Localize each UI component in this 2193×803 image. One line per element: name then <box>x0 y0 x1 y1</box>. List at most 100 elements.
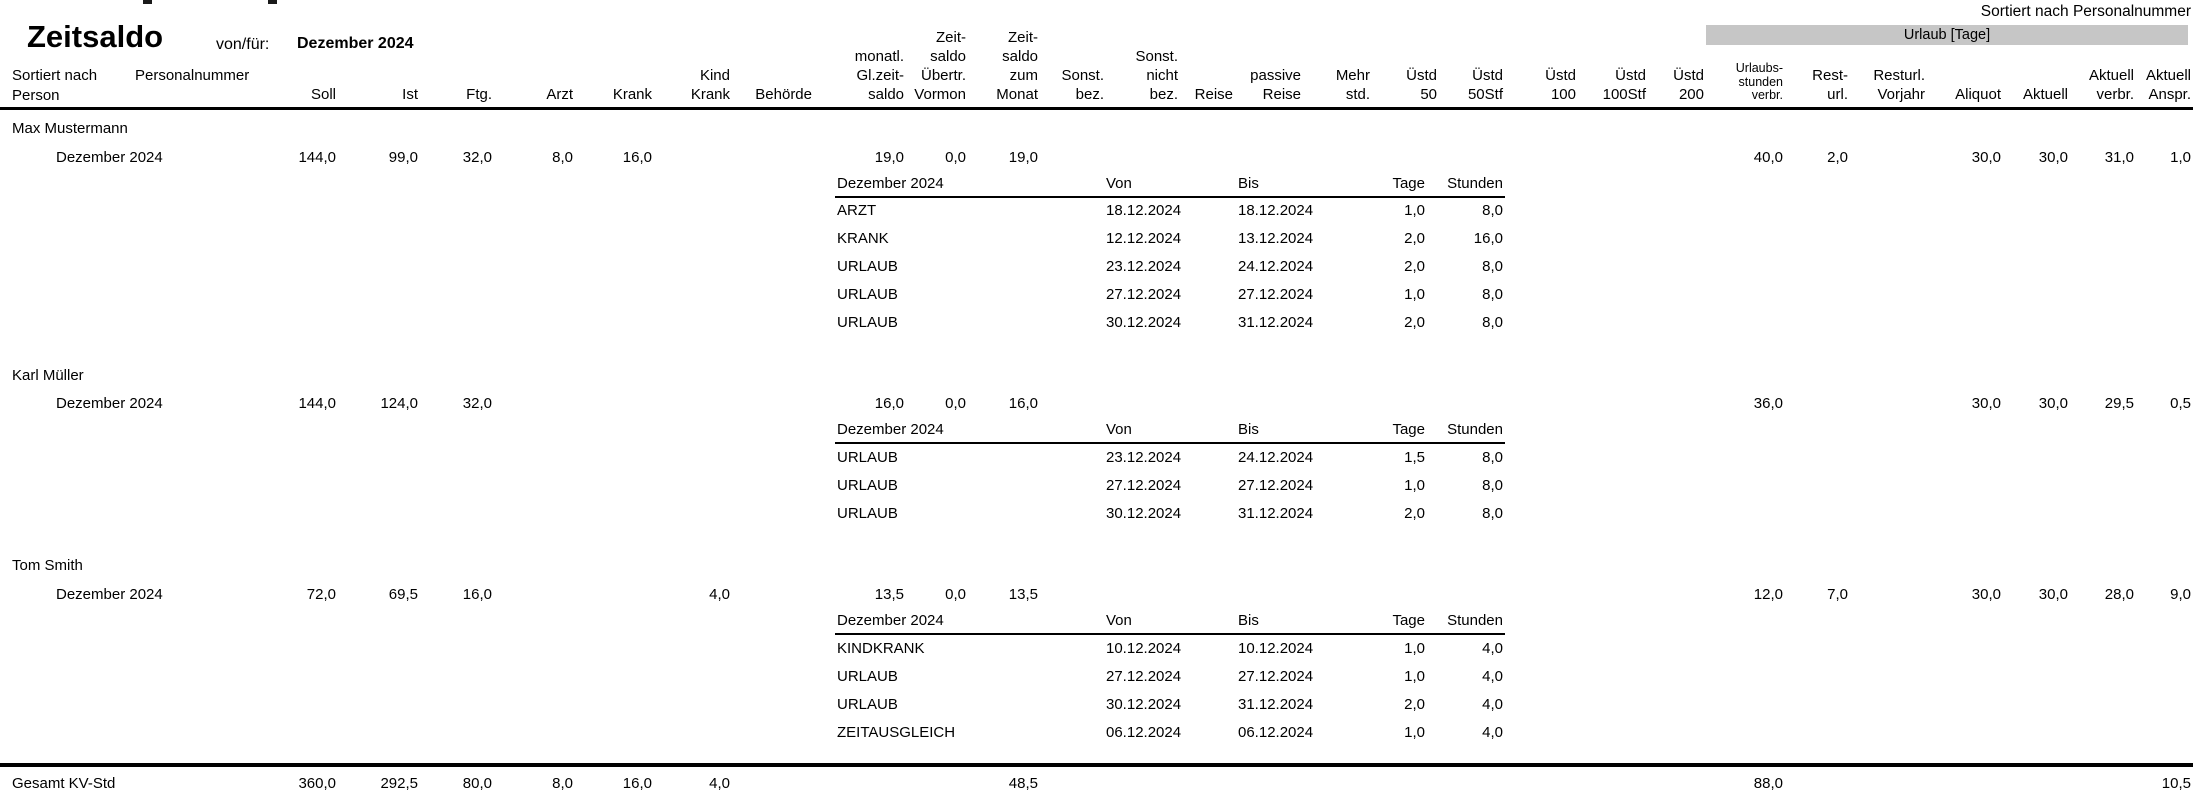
cell-krank: 16,0 <box>622 149 652 166</box>
absence-von: 12.12.2024 <box>1106 230 1182 247</box>
column-header-sonstbez: Sonst. bez. <box>1061 67 1104 103</box>
absence-tage: 1,0 <box>1404 640 1425 657</box>
column-header-aktverbr: Aktuell verbr. <box>2088 67 2134 103</box>
cell-aliquot: 30,0 <box>1971 586 2001 603</box>
column-header-uestd50: Üstd 50 <box>1406 67 1437 103</box>
absence-tage: 1,0 <box>1404 724 1425 741</box>
subtable-header-bis: Bis <box>1238 175 1259 192</box>
subtable-rule <box>835 196 1505 198</box>
absence-tage: 1,0 <box>1404 286 1425 303</box>
absence-type: URLAUB <box>837 449 898 466</box>
urlaub-band <box>1706 25 2188 45</box>
urlaub-band-label: Urlaub [Tage] <box>1903 27 1991 43</box>
absence-von: 27.12.2024 <box>1106 477 1182 494</box>
column-header-passivereise: passive Reise <box>1250 67 1301 103</box>
absence-von: 27.12.2024 <box>1106 668 1182 685</box>
absence-stunden: 4,0 <box>1482 696 1503 713</box>
crop-artifact <box>143 0 152 4</box>
column-header-soll: Soll <box>310 86 336 103</box>
cell-aktuell: 30,0 <box>2038 586 2068 603</box>
absence-von: 30.12.2024 <box>1106 505 1182 522</box>
column-header-resturlvj: Resturl. Vorjahr <box>1873 67 1925 103</box>
column-header-uebertr: Zeit-saldo Übertr. Vormon <box>914 29 966 103</box>
absence-tage: 2,0 <box>1404 505 1425 522</box>
absence-stunden: 8,0 <box>1482 258 1503 275</box>
absence-tage: 2,0 <box>1404 258 1425 275</box>
absence-tage: 1,5 <box>1404 449 1425 466</box>
cell-soll: 144,0 <box>298 149 336 166</box>
column-header-urlaubsstd: Urlaubs-stunden verbr. <box>1735 61 1783 102</box>
absence-type: URLAUB <box>837 286 898 303</box>
absence-stunden: 4,0 <box>1482 724 1503 741</box>
cell-uebertr: 0,0 <box>945 395 966 412</box>
column-header-uestd50stf: Üstd 50Stf <box>1467 67 1503 103</box>
absence-type: URLAUB <box>837 696 898 713</box>
absence-type: URLAUB <box>837 477 898 494</box>
column-header-mehrstd: Mehr std. <box>1335 67 1370 103</box>
cell-ist: 124,0 <box>380 395 418 412</box>
cell-ftg: 32,0 <box>462 149 492 166</box>
cell-ftg: 16,0 <box>462 586 492 603</box>
absence-stunden: 8,0 <box>1482 477 1503 494</box>
absence-type: URLAUB <box>837 258 898 275</box>
total-cell-krank: 16,0 <box>622 775 652 792</box>
column-header-aliquot: Aliquot <box>1955 86 2001 103</box>
subtable-header-von: Von <box>1106 175 1132 192</box>
absence-stunden: 8,0 <box>1482 314 1503 331</box>
absence-tage: 2,0 <box>1404 696 1425 713</box>
subtable-rule <box>835 633 1505 635</box>
absence-von: 06.12.2024 <box>1106 724 1182 741</box>
subtable-month-label: Dezember 2024 <box>837 421 944 438</box>
column-header-behoerde: Behörde <box>755 86 812 103</box>
subtable-header-tage: Tage <box>1392 175 1425 192</box>
total-cell-ist: 292,5 <box>380 775 418 792</box>
column-header-aktuell: Aktuell <box>2022 86 2068 103</box>
column-header-uestd200: Üstd 200 <box>1673 67 1704 103</box>
absence-tage: 1,0 <box>1404 202 1425 219</box>
column-header-krank: Krank <box>612 86 652 103</box>
subtable-header-stunden: Stunden <box>1447 612 1503 629</box>
absence-bis: 31.12.2024 <box>1238 696 1314 713</box>
total-cell-ftg: 80,0 <box>462 775 492 792</box>
absence-von: 23.12.2024 <box>1106 258 1182 275</box>
subtable-header-stunden: Stunden <box>1447 421 1503 438</box>
page-title: Zeitsaldo <box>27 19 164 54</box>
subtable-month-label: Dezember 2024 <box>837 612 944 629</box>
column-header-glzeit: monatl. Gl.zeit-saldo <box>854 48 904 103</box>
total-rule <box>0 763 2193 767</box>
header-rule <box>0 107 2193 110</box>
absence-bis: 31.12.2024 <box>1238 505 1314 522</box>
absence-von: 10.12.2024 <box>1106 640 1182 657</box>
absence-bis: 27.12.2024 <box>1238 668 1314 685</box>
absence-bis: 27.12.2024 <box>1238 477 1314 494</box>
cell-aktverbr: 28,0 <box>2104 586 2134 603</box>
cell-aktanspr: 9,0 <box>2170 586 2191 603</box>
report-period: Dezember 2024 <box>297 35 414 52</box>
absence-stunden: 8,0 <box>1482 505 1503 522</box>
cell-glzeit: 13,5 <box>874 586 904 603</box>
cell-urlaubsstd: 36,0 <box>1753 395 1783 412</box>
absence-type: URLAUB <box>837 314 898 331</box>
cell-ist: 99,0 <box>388 149 418 166</box>
cell-aliquot: 30,0 <box>1971 395 2001 412</box>
absence-type: ARZT <box>837 202 877 219</box>
absence-tage: 2,0 <box>1404 230 1425 247</box>
absence-bis: 18.12.2024 <box>1238 202 1314 219</box>
subtable-header-tage: Tage <box>1392 612 1425 629</box>
column-header-zummonat: Zeit-saldo zum Monat <box>996 29 1038 103</box>
absence-type: ZEITAUSGLEICH <box>837 724 956 741</box>
total-cell-arzt: 8,0 <box>552 775 573 792</box>
total-cell-urlaubsstd: 88,0 <box>1753 775 1783 792</box>
cell-aktanspr: 0,5 <box>2170 395 2191 412</box>
absence-bis: 27.12.2024 <box>1238 286 1314 303</box>
column-header-arzt: Arzt <box>546 86 573 103</box>
column-header-uestd100stf: Üstd 100Stf <box>1602 67 1646 103</box>
sortiert-nach-label: Sortiert nach <box>12 67 98 84</box>
subtable-header-von: Von <box>1106 421 1132 438</box>
person-month-label: Dezember 2024 <box>56 586 163 603</box>
person-name: Karl Müller <box>12 367 84 384</box>
total-cell-zummonat: 48,5 <box>1008 775 1038 792</box>
cell-kindkrank: 4,0 <box>709 586 730 603</box>
subtable-header-bis: Bis <box>1238 612 1259 629</box>
